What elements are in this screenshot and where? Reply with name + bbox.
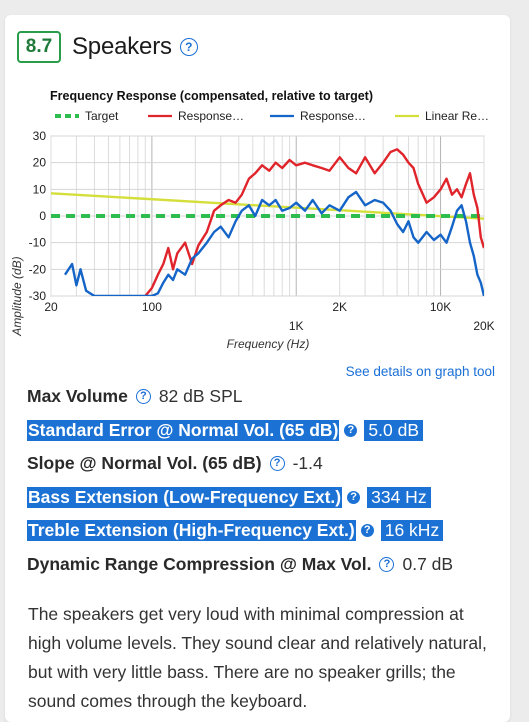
help-icon[interactable]: ?: [135, 389, 151, 404]
help-icon[interactable]: ?: [269, 456, 285, 471]
legend-label: Linear Re…: [425, 109, 489, 123]
metric-value: 0.7 dB: [402, 554, 454, 574]
metric-label: Slope @ Normal Vol. (65 dB): [27, 453, 262, 473]
metric-label: Standard Error @ Normal Vol. (65 dB): [27, 420, 340, 441]
speakers-card: [5, 15, 510, 722]
metric-standard-error: Standard Error @ Normal Vol. (65 dB) ? 5…: [27, 420, 424, 441]
help-icon[interactable]: ?: [379, 557, 395, 572]
metric-label: Bass Extension (Low-Frequency Ext.): [27, 487, 343, 508]
metric-label: Treble Extension (High-Frequency Ext.): [27, 520, 356, 541]
x-tick-label: 2K: [332, 300, 347, 314]
section-header: 8.7 Speakers ?: [17, 31, 198, 63]
help-icon[interactable]: ?: [343, 423, 359, 438]
y-tick-label: -10: [29, 236, 47, 250]
series-line: [144, 148, 484, 296]
speakers-description: The speakers get very loud with minimal …: [28, 604, 487, 711]
help-icon[interactable]: ?: [359, 523, 375, 538]
y-axis-label: Amplitude (dB): [10, 256, 24, 336]
y-tick-label: 20: [33, 156, 47, 170]
metric-label: Dynamic Range Compression @ Max Vol.: [27, 554, 372, 574]
x-tick-label: 20K: [473, 319, 494, 333]
metric-max-volume: Max Volume ? 82 dB SPL: [27, 386, 243, 407]
metric-value: 5.0 dB: [364, 420, 424, 441]
score-badge: 8.7: [17, 31, 61, 63]
x-tick-label: 10K: [430, 300, 451, 314]
section-title: Speakers: [72, 33, 172, 60]
chart-title: Frequency Response (compensated, relativ…: [50, 89, 373, 103]
graph-tool-link[interactable]: See details on graph tool: [345, 364, 495, 379]
metric-treble-extension: Treble Extension (High-Frequency Ext.) ?…: [27, 520, 444, 541]
metric-label: Max Volume: [27, 386, 128, 406]
y-tick-label: 0: [39, 209, 46, 223]
y-tick-label: 10: [33, 182, 47, 196]
metric-slope: Slope @ Normal Vol. (65 dB) ? -1.4: [27, 453, 323, 474]
metric-value: 82 dB SPL: [158, 386, 243, 406]
chart-series: [51, 148, 484, 296]
help-icon[interactable]: ?: [346, 490, 362, 505]
legend-label: Response…: [178, 109, 244, 123]
help-icon[interactable]: ?: [179, 38, 198, 56]
legend-label: Response…: [300, 109, 366, 123]
metric-value: -1.4: [292, 453, 323, 473]
y-tick-label: -20: [29, 262, 47, 276]
y-tick-label: 30: [33, 129, 47, 143]
x-axis-label: Frequency (Hz): [227, 337, 310, 351]
metric-value: 334 Hz: [367, 487, 431, 508]
series-line: [64, 190, 484, 296]
chart-legend: Target Response… Response… Linear Re…: [55, 109, 489, 123]
metric-bass-extension: Bass Extension (Low-Frequency Ext.) ? 33…: [27, 487, 431, 508]
metric-dynamic-range-compression: Dynamic Range Compression @ Max Vol. ? 0…: [27, 554, 453, 575]
legend-label: Target: [85, 109, 119, 123]
y-tick-label: -30: [29, 289, 47, 303]
x-tick-label: 1K: [289, 319, 304, 333]
metric-value: 16 kHz: [380, 520, 444, 541]
x-tick-label: 100: [142, 300, 162, 314]
x-tick-label: 20: [44, 300, 58, 314]
frequency-response-chart[interactable]: Frequency Response (compensated, relativ…: [0, 80, 529, 360]
